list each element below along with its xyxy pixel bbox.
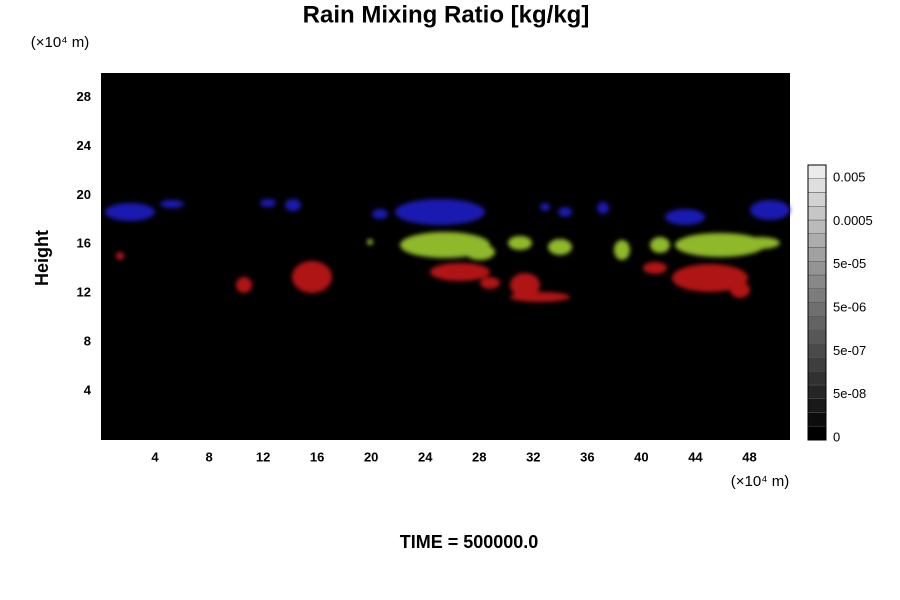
- x-tick-label: 44: [688, 449, 703, 464]
- colorbar-tick-label: 0.0005: [833, 213, 873, 228]
- x-tick-label: 48: [742, 449, 756, 464]
- colorbar-band: [807, 384, 827, 399]
- colorbar-tick-label: 5e-05: [833, 256, 866, 271]
- colorbar-band: [807, 164, 827, 179]
- field: [105, 199, 790, 302]
- colorbar-band: [807, 329, 827, 344]
- colorbar-band: [807, 233, 827, 248]
- y-tick-label: 4: [84, 383, 92, 398]
- colorbar-band: [807, 178, 827, 193]
- x-tick-label: 4: [151, 449, 159, 464]
- x-tick-label: 36: [580, 449, 594, 464]
- colorbar-tick-label: 5e-08: [833, 386, 866, 401]
- y-tick-label: 16: [77, 236, 91, 251]
- colorbar-band: [807, 426, 827, 441]
- y-tick-label: 28: [77, 89, 91, 104]
- colorbar-band: [807, 357, 827, 372]
- colorbar-band: [807, 274, 827, 289]
- colorbar-band: [807, 206, 827, 221]
- y-tick-label: 20: [77, 187, 91, 202]
- colorbar-band: [807, 371, 827, 386]
- x-tick-label: 32: [526, 449, 540, 464]
- x-tick-label: 24: [418, 449, 433, 464]
- x-tick-label: 20: [364, 449, 378, 464]
- colorbar-tick-label: 5e-07: [833, 343, 866, 358]
- colorbar-tick-label: 0.005: [833, 170, 866, 185]
- y-unit: (×10⁴ m): [31, 34, 90, 51]
- chart-title: Rain Mixing Ratio [kg/kg]: [303, 1, 590, 28]
- x-tick-label: 8: [205, 449, 212, 464]
- colorbar-band: [807, 261, 827, 276]
- y-tick-label: 24: [77, 138, 92, 153]
- x-unit: (×10⁴ m): [731, 473, 790, 490]
- colorbar-tick-label: 5e-06: [833, 300, 866, 315]
- colorbar-tick-label: 0: [833, 429, 840, 444]
- colorbar-frame: [807, 164, 827, 441]
- y-axis-label: Height: [32, 230, 52, 286]
- x-tick-label: 28: [472, 449, 486, 464]
- x-tick-label: 40: [634, 449, 648, 464]
- x-tick-label: 12: [256, 449, 270, 464]
- colorbar-band: [807, 302, 827, 317]
- colorbar-band: [807, 316, 827, 331]
- colorbar-band: [807, 219, 827, 234]
- colorbar-band: [807, 192, 827, 207]
- colorbar-band: [807, 412, 827, 427]
- colorbar: 0 5e-08 5e-07 5e-06 5e-05 0.0005 0.005: [807, 164, 873, 444]
- colorbar-band: [807, 398, 827, 413]
- colorbar-band: [807, 288, 827, 303]
- y-tick-label: 12: [77, 285, 91, 300]
- colorbar-band: [807, 343, 827, 358]
- x-tick-label: 16: [310, 449, 324, 464]
- footer: TIME = 500000.0: [400, 532, 539, 552]
- colorbar-band: [807, 247, 827, 262]
- y-tick-label: 8: [84, 334, 91, 349]
